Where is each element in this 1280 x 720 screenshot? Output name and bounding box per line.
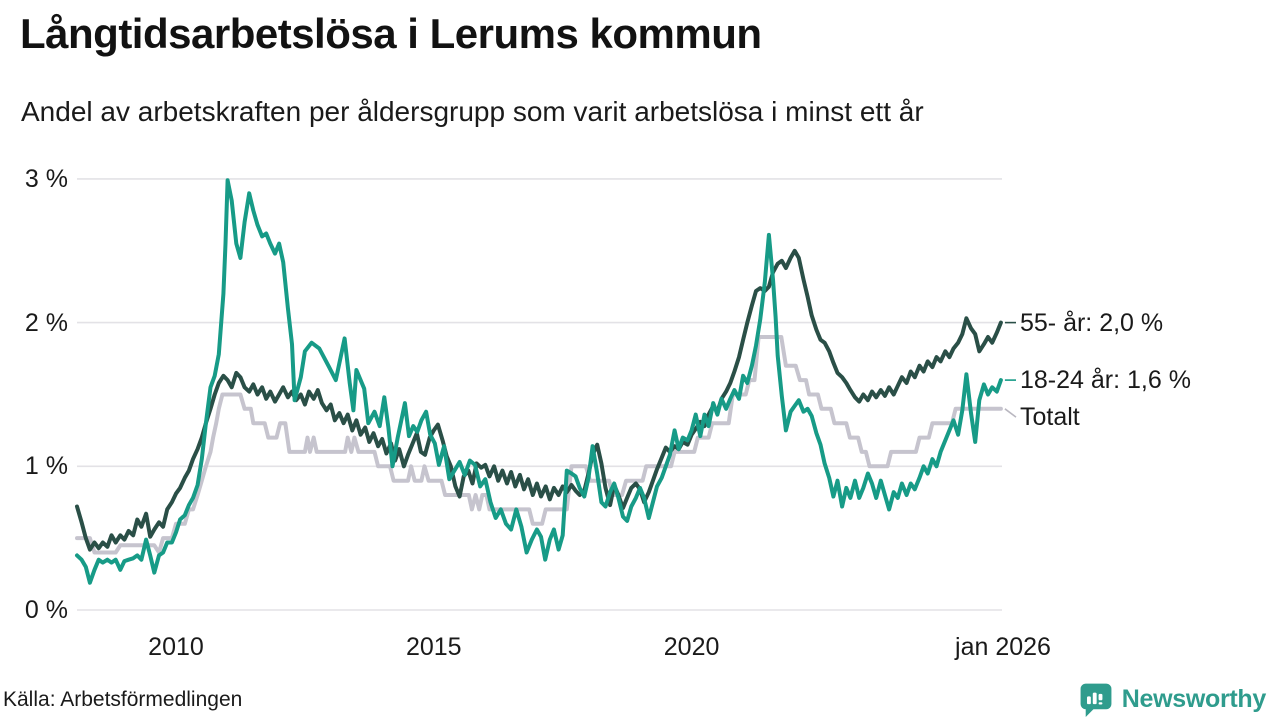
- series-end-label-totalt: Totalt: [1020, 403, 1080, 432]
- x-axis-tick-jan-2026: jan 2026: [955, 633, 1051, 661]
- y-axis-tick-0: 0 %: [24, 596, 68, 624]
- chart-title: Långtidsarbetslösa i Lerums kommun: [20, 10, 762, 57]
- newsworthy-icon: [1080, 683, 1112, 717]
- y-axis-tick-3: 3 %: [24, 164, 68, 193]
- series-end-label-1824: 18-24 år: 1,6 %: [1020, 366, 1191, 395]
- label-connector-totalt: [1004, 408, 1017, 418]
- y-axis-tick-2: 2 %: [24, 308, 68, 337]
- bar-tall: [1098, 693, 1103, 701]
- series-line-totalt: [75, 335, 1003, 555]
- y-axis-tick-1: 1 %: [24, 452, 68, 481]
- source-text: Källa: Arbetsförmedlingen: [3, 688, 243, 711]
- x-axis-tick-2010: 2010: [148, 633, 204, 661]
- bar-medium: [1092, 692, 1097, 705]
- series-end-label-55: 55- år: 2,0 %: [1020, 308, 1164, 337]
- bar-small: [1086, 696, 1091, 705]
- series-line-55: [75, 248, 1003, 552]
- chart-subtitle: Andel av arbetskraften per åldersgrupp s…: [21, 96, 924, 127]
- x-axis-tick-2020: 2020: [663, 633, 720, 661]
- exclamation-dot: [1098, 702, 1103, 705]
- series-line-1824: [75, 178, 1003, 585]
- newsworthy-logo: Newsworthy: [1078, 681, 1266, 717]
- x-axis-tick-2015: 2015: [405, 633, 462, 661]
- newsworthy-wordmark: Newsworthy: [1121, 684, 1267, 713]
